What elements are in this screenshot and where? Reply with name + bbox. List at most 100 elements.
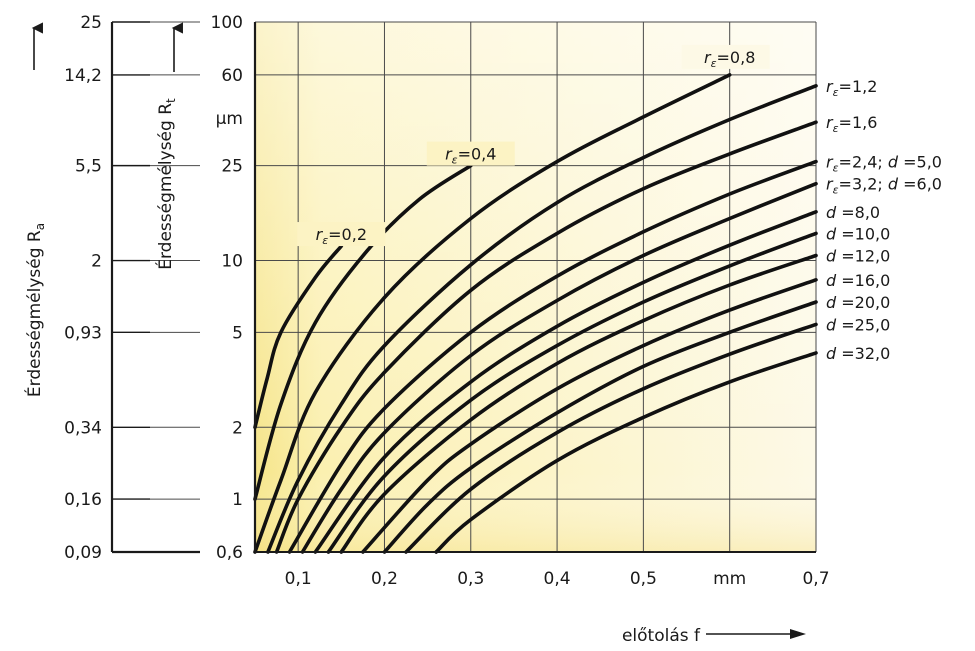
roughness-curve: [434, 351, 818, 554]
curve-label-d-value: =5,0: [898, 153, 942, 172]
curve-label-r-subscript: ε: [833, 86, 839, 99]
curve-label-d-value: =6,0: [898, 175, 942, 194]
curve-label-d-value: =32,0: [836, 344, 890, 363]
roughness-curve: [404, 322, 818, 554]
curve-label-r-value: =3,2;: [839, 175, 888, 194]
rt-unit-label: µm: [216, 109, 243, 129]
x-axis-arrow: [706, 629, 806, 639]
curve-label-r-value: =0,8: [717, 48, 756, 67]
curve-label-d-value: =12,0: [836, 246, 890, 265]
curve-label-d-symbol: d: [826, 293, 837, 312]
curve-label-d-symbol: d: [826, 271, 837, 290]
curve-label-r-symbol: r: [704, 48, 712, 67]
roughness-curve: [339, 253, 818, 554]
curve-label: rε=1,2: [826, 77, 877, 99]
curve-label-r-symbol: r: [826, 77, 834, 96]
curve-label: d =20,0: [826, 293, 890, 312]
svg-text:Érdességmélység Ra: Érdességmélység Ra: [23, 223, 47, 397]
curves: [253, 73, 818, 554]
curve-label-backing: [297, 222, 386, 247]
curve-label-d-symbol: d: [826, 246, 837, 265]
ra-tick-label: 14,2: [64, 66, 102, 86]
roughness-curve: [313, 210, 818, 554]
curve-label-r-subscript: ε: [452, 154, 458, 167]
curve-label-r-symbol: r: [316, 225, 324, 244]
rt-tick-label: 5: [232, 323, 243, 343]
rt-axis-title: Érdességmélység Rt: [154, 22, 183, 270]
curve-label-r-subscript: ε: [322, 234, 328, 247]
curve-label-d-value: =25,0: [836, 315, 890, 334]
ra-axis-title: Érdességmélység Ra: [23, 22, 47, 397]
curve-label-r-symbol: r: [826, 113, 834, 132]
curve-label: d =25,0: [826, 315, 890, 334]
curve-label-d-value: =20,0: [836, 293, 890, 312]
roughness-curve: [266, 84, 818, 554]
curve-label: rε=0,4: [445, 145, 496, 167]
roughness-curve: [274, 120, 818, 554]
rt-tick-label: 2: [232, 418, 243, 438]
curve-label-d-symbol: d: [826, 344, 837, 363]
ra-tick-label: 5,5: [75, 157, 102, 177]
curve-label-r-value: =1,6: [839, 113, 878, 132]
rt-axis-title-sub: t: [164, 98, 178, 103]
rt-tick-label: 10: [221, 252, 243, 272]
x-tick-label: 0,1: [285, 569, 312, 589]
curve-label: d =16,0: [826, 271, 890, 290]
x-tick-label: 0,5: [630, 569, 657, 589]
roughness-curve: [361, 278, 818, 554]
curve-label-d-symbol: d: [888, 153, 899, 172]
curve-label-r-value: =0,4: [458, 145, 497, 164]
ra-tick-label: 0,16: [64, 490, 102, 510]
ra-axis-title-text: Érdességmélység R: [23, 230, 45, 397]
curve-label-r-symbol: r: [445, 145, 453, 164]
curve-label: d =12,0: [826, 246, 890, 265]
curve-label-d-value: =10,0: [836, 224, 890, 243]
curve-label-r-value: =1,2: [839, 77, 878, 96]
curve-label: d =8,0: [826, 203, 880, 222]
rt-tick-label: 0,6: [216, 543, 243, 563]
x-axis-title: előtolás f: [622, 626, 701, 646]
curve-label: rε=2,4; d =5,0: [826, 153, 942, 175]
curve-label-d-symbol: d: [826, 224, 837, 243]
ra-tick-label: 2: [91, 252, 102, 272]
curve-label-d-symbol: d: [826, 203, 837, 222]
ra-tick-label: 25: [80, 13, 102, 33]
curve-label-r-subscript: ε: [711, 57, 717, 70]
curve-label: rε=0,2: [316, 225, 367, 247]
curve-label: rε=1,6: [826, 113, 877, 135]
curve-label-r-symbol: r: [826, 153, 834, 172]
roughness-curve: [300, 181, 818, 554]
curve-label-r-subscript: ε: [833, 122, 839, 135]
curve-label: d =10,0: [826, 224, 890, 243]
x-tick-label: 0,4: [544, 569, 571, 589]
curve-label-r-value: =2,4;: [839, 153, 888, 172]
ra-tick-label: 0,09: [64, 543, 102, 563]
rt-tick-label: 100: [211, 13, 243, 33]
roughness-curve: [287, 159, 818, 554]
rt-tick-label: 1: [232, 490, 243, 510]
curve-labels: rε=0,2rε=0,4rε=0,8rε=1,2rε=1,6rε=2,4; d …: [297, 44, 942, 363]
curve-label-r-value: =0,2: [328, 225, 367, 244]
curve-label-d-value: =16,0: [836, 271, 890, 290]
curve-label-r-subscript: ε: [833, 162, 839, 175]
svg-text:Érdességmélység Rt: Érdességmélység Rt: [154, 98, 178, 270]
roughness-curve: [253, 244, 344, 430]
rt-tick-label: 25: [221, 157, 243, 177]
curve-label-d-symbol: d: [826, 315, 837, 334]
x-tick-label: 0,3: [457, 569, 484, 589]
roughness-curve: [253, 163, 473, 501]
curve-label-r-symbol: r: [826, 175, 834, 194]
ra-axis-title-sub: a: [33, 223, 47, 230]
x-tick-label: mm: [713, 569, 746, 589]
roughness-curve: [253, 73, 732, 554]
x-tick-label: 0,2: [371, 569, 398, 589]
curve-label-d-symbol: d: [888, 175, 899, 194]
roughness-curve: [326, 231, 818, 554]
rt-tick-label: 60: [221, 66, 243, 86]
ra-tick-label: 0,93: [64, 323, 102, 343]
curve-label-r-subscript: ε: [833, 184, 839, 197]
rt-axis-title-text: Érdességmélység R: [154, 103, 176, 270]
x-tick-label: 0,7: [802, 569, 829, 589]
curve-label-backing: [681, 44, 770, 69]
